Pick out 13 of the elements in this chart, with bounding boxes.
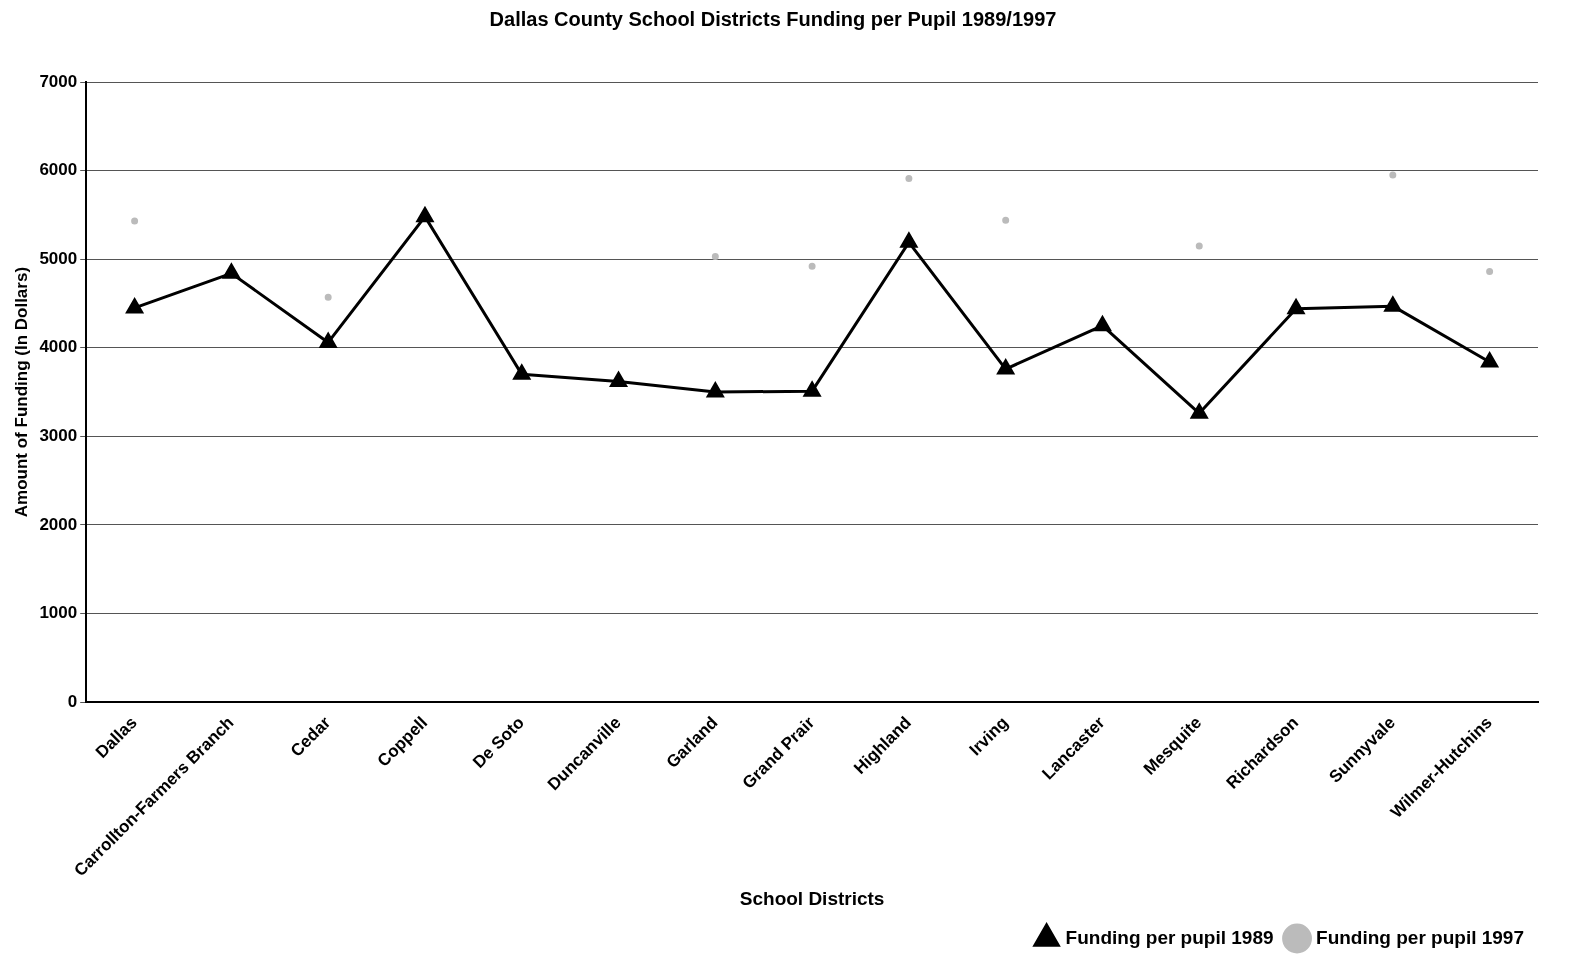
y-tick-label: 0 (67, 691, 78, 711)
y-tick-label: 1000 (39, 603, 78, 623)
y-tick-label: 3000 (39, 426, 78, 446)
x-axis-title: School Districts (739, 887, 885, 909)
y-axis-title: Amount of Funding (In Dollars) (11, 266, 31, 518)
y-tick-label: 6000 (39, 160, 78, 180)
legend-label: Funding per pupil 1997 (1316, 926, 1525, 948)
chart-title: Dallas County School Districts Funding per Pupil 1989/1997 (489, 7, 1057, 30)
legend-label: Funding per pupil 1989 (1065, 926, 1274, 948)
y-tick-label: 2000 (39, 514, 78, 534)
y-tick-label: 7000 (39, 71, 78, 91)
y-tick-label: 4000 (39, 337, 78, 357)
y-tick-label: 5000 (39, 248, 78, 268)
